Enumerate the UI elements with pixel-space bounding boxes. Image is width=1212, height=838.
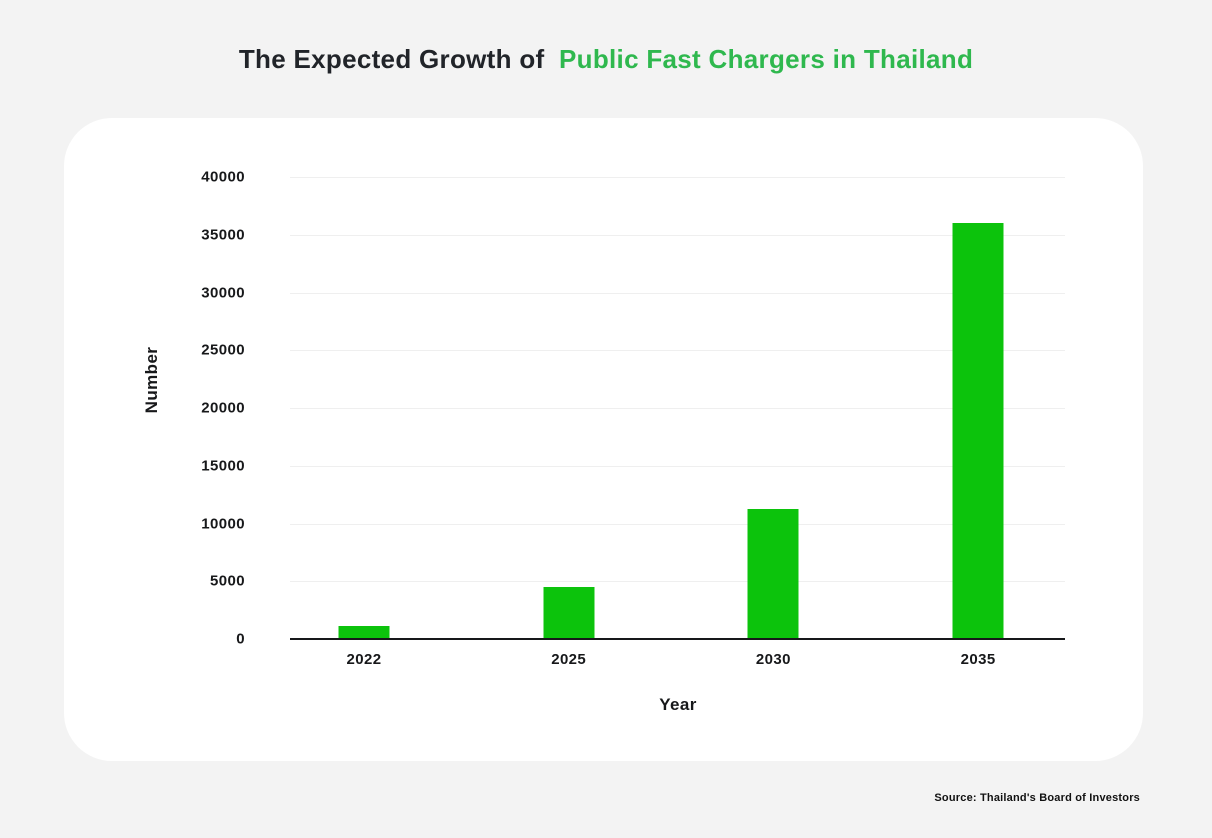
y-tick-label-20000: 20000: [201, 399, 245, 417]
bar-2030: [747, 509, 799, 639]
gridline-25000: [290, 350, 1065, 352]
gridline-30000: [290, 292, 1065, 294]
gridline-20000: [290, 408, 1065, 409]
x-tick-label-2025: 2025: [551, 651, 587, 668]
y-tick-label-40000: 40000: [201, 168, 245, 186]
y-tick-label-15000: 15000: [201, 457, 245, 475]
x-axis-tick-labels: 2022 2025 2030 2035: [290, 651, 1065, 675]
x-tick-label-2030: 2030: [755, 651, 791, 668]
chart-card: Number 0 5000 10000 15000 20000 25000 30000 350…: [64, 118, 1143, 761]
gridline-15000: [290, 465, 1065, 467]
y-tick-label-5000: 5000: [210, 572, 245, 590]
bar-2035: [952, 223, 1004, 639]
y-tick-label-30000: 30000: [201, 284, 245, 301]
y-tick-label-0: 0: [236, 630, 245, 648]
source-note: Source: Thailand's Board of Investors: [934, 792, 1140, 804]
gridline-5000: [290, 581, 1065, 583]
y-axis-tick-labels: 0 5000 10000 15000 20000 25000 30000 35000 40000: [64, 169, 245, 648]
x-tick-label-2022: 2022: [346, 651, 382, 668]
y-tick-label-10000: 10000: [201, 515, 245, 532]
bar-2025: [543, 587, 595, 639]
y-tick-label-35000: 35000: [201, 226, 245, 244]
x-axis-line: [290, 638, 1065, 640]
y-tick-label-25000: 25000: [201, 341, 245, 359]
page-title-prefix: The Expected Growth of: [238, 44, 545, 74]
plot-area: [290, 177, 1065, 640]
page-title-highlight: Public Fast Chargers in Thailand: [559, 44, 974, 74]
x-tick-label-2035: 2035: [960, 651, 996, 668]
page-title: The Expected Growth of Public Fast Charg…: [0, 44, 1212, 75]
bar-2022: [338, 626, 390, 639]
x-axis-title: Year: [659, 695, 697, 714]
gridline-10000: [290, 523, 1065, 525]
gridline-35000: [290, 234, 1065, 236]
gridline-40000: [290, 177, 1065, 178]
